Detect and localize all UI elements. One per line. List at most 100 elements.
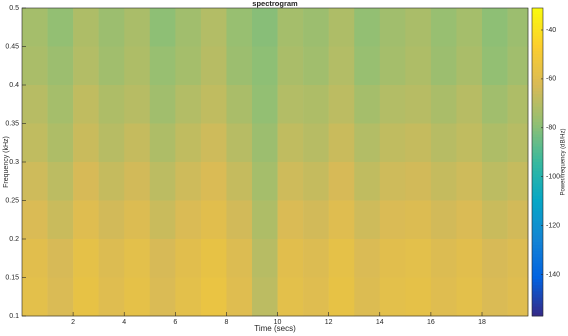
heatmap-cell (47, 85, 74, 124)
colorbar-step (532, 306, 543, 311)
y-tick-label: 0.45 (5, 43, 19, 50)
colorbar-step (532, 94, 543, 98)
colorbar-step (532, 254, 543, 258)
heatmap-cell (379, 8, 406, 47)
heatmap-cell (354, 123, 381, 163)
x-tick-label: 6 (173, 319, 177, 326)
colorbar-step (532, 205, 543, 209)
heatmap-cell (328, 277, 355, 317)
heatmap-cell (328, 162, 355, 201)
heatmap-cell (430, 162, 457, 201)
colorbar-step (532, 285, 543, 289)
colorbar-step (532, 294, 543, 298)
colorbar-step (532, 232, 543, 237)
heatmap-cell (405, 46, 432, 86)
heatmap-cell (507, 200, 529, 240)
heatmap-cell (430, 239, 457, 278)
heatmap-cell (226, 85, 253, 124)
heatmap-cell (149, 85, 176, 124)
colorbar-step (532, 180, 543, 184)
heatmap-cell (124, 277, 151, 317)
heatmap-cell (354, 162, 381, 201)
heatmap-cell (379, 200, 406, 240)
colorbar-step (532, 91, 543, 95)
heatmap-cell (47, 8, 74, 47)
heatmap-cell (98, 239, 125, 278)
colorbar-step (532, 103, 543, 107)
colorbar-step (532, 155, 543, 160)
colorbar-step (532, 72, 543, 77)
colorbar-step (532, 60, 543, 64)
heatmap-cell (22, 277, 48, 317)
colorbar-tick-label: -120 (546, 222, 560, 229)
x-tick-label: 8 (224, 319, 228, 326)
colorbar-step (532, 158, 543, 163)
heatmap-cell (328, 46, 355, 86)
colorbar-step (532, 88, 543, 92)
heatmap-cell (482, 85, 508, 124)
colorbar-step (532, 75, 543, 80)
heatmap-cell (47, 239, 74, 278)
colorbar-step (532, 257, 543, 261)
heatmap-cell (124, 123, 151, 163)
heatmap-cell (303, 85, 329, 124)
colorbar-step (532, 162, 543, 166)
colorbar-step (532, 195, 543, 200)
heatmap-cell (226, 200, 253, 240)
heatmap-cell (507, 162, 529, 201)
colorbar-step (532, 32, 543, 37)
colorbar-step (532, 146, 543, 151)
heatmap-cell (354, 85, 381, 124)
colorbar-step (532, 165, 543, 169)
heatmap-cell (98, 123, 125, 163)
colorbar-step (532, 171, 543, 175)
heatmap-cell (405, 277, 432, 317)
heatmap-cell (73, 200, 99, 240)
heatmap-cell (73, 123, 99, 163)
colorbar-step (532, 26, 543, 30)
colorbar-label: Power/frequency (dB/Hz) (561, 128, 567, 195)
heatmap-cell (277, 162, 304, 201)
colorbar-step (532, 23, 543, 27)
y-axis-label: Frequency (kHz) (3, 136, 10, 188)
colorbar-step (532, 69, 543, 74)
heatmap-cell (200, 46, 227, 86)
y-tick-label: 0.15 (5, 274, 19, 281)
colorbar-step (532, 143, 543, 147)
heatmap-cell (379, 277, 406, 317)
colorbar-step (532, 149, 543, 154)
heatmap-cell (175, 46, 202, 86)
colorbar-step (532, 297, 543, 301)
heatmap-cell (328, 239, 355, 278)
heatmap-cell (507, 123, 529, 163)
heatmap-cell (22, 46, 48, 86)
colorbar-step (532, 29, 543, 34)
colorbar-step (532, 186, 543, 191)
colorbar-step (532, 112, 543, 117)
heatmap-cell (73, 162, 99, 201)
heatmap-cell (303, 277, 329, 317)
colorbar-step (532, 17, 543, 21)
colorbar-step (532, 63, 543, 67)
heatmap-cell (354, 277, 381, 317)
heatmap-cell (98, 162, 125, 201)
colorbar-step (532, 38, 543, 43)
colorbar-step (532, 309, 543, 314)
heatmap-cell (277, 200, 304, 240)
heatmap-cell (405, 200, 432, 240)
heatmap-cell (405, 123, 432, 163)
x-tick-label: 2 (71, 319, 75, 326)
y-tick-label: 0.1 (9, 313, 19, 320)
y-tick-label: 0.4 (9, 82, 19, 89)
colorbar-step (532, 100, 543, 104)
colorbar-frame (531, 7, 544, 317)
heatmap-cell (430, 8, 457, 47)
colorbar-step (532, 81, 543, 86)
colorbar-tick-label: -140 (546, 271, 560, 278)
chart-title: spectrogram (252, 0, 298, 8)
heatmap-cell (507, 239, 529, 278)
heatmap-cell (22, 200, 48, 240)
heatmap-cell (379, 46, 406, 86)
colorbar-step (532, 140, 543, 144)
heatmap-cell (200, 239, 227, 278)
